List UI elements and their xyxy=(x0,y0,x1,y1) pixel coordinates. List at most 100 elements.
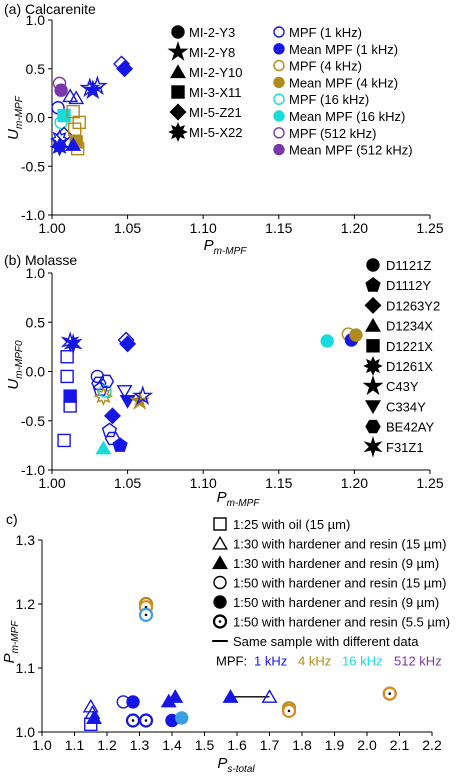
panel-a-ylabel-sub: m-MPF xyxy=(14,95,25,129)
panel-c-legend-label: 1:30 with hardener and resin (15 µm) xyxy=(233,537,446,552)
panel-c-ylabel: Pm-MPF xyxy=(1,620,21,664)
panel-c-legend-label: 1:50 with hardener and resin (5.5 µm) xyxy=(233,615,450,630)
panel-b-point-triangle-down xyxy=(119,394,136,409)
panel-a-legend-color-label: Mean MPF (512 kHz) xyxy=(289,143,413,158)
panel-c-legend-marker-square xyxy=(213,517,227,531)
panel-a-legend-label: MI-2-Y10 xyxy=(189,65,242,80)
panel-c-xlabel-sub: s-total xyxy=(227,764,255,775)
panel-c-point-triangle xyxy=(167,689,184,703)
panel-c-point-circle-dot-dot xyxy=(144,719,148,722)
panel-b-point-pentagon xyxy=(101,422,118,438)
panel-a-ylabel-main: U xyxy=(5,129,22,140)
panel-c-y-tick-label: 1.0 xyxy=(16,724,36,740)
panel-b-ylabel: Um-MPF0 xyxy=(5,340,25,390)
panel-b-ylabel-sub: m-MPF0 xyxy=(14,340,25,379)
panel-c-mpf-freq-4: 512 kHz xyxy=(394,654,442,669)
panel-b-legend-label: D1263Y2 xyxy=(386,298,440,313)
panel-c-point-triangle xyxy=(222,689,239,703)
panel-c-point-triangle xyxy=(86,710,102,725)
panel-c-title: c) xyxy=(6,511,18,527)
panel-c-legend-label: 1:25 with oil (15 µm) xyxy=(233,517,350,532)
panel-b-legend-marker-star6 xyxy=(363,435,383,458)
panel-a-legend-color-label: MPF (4 kHz) xyxy=(289,59,362,74)
panel-b-y-tick-label: 1.0 xyxy=(26,265,46,281)
panel-b-point-pentagon xyxy=(112,437,128,452)
panel-c-mpf-caption: MPF: xyxy=(216,654,247,669)
panel-c-x-tick-label: 1.7 xyxy=(260,737,280,753)
panel-a-xlabel-main: P xyxy=(204,237,214,254)
panel-b-xlabel: Pm-MPF xyxy=(217,489,261,509)
panel-a-legend-color-label: Mean MPF (1 kHz) xyxy=(289,42,398,57)
panel-a-title: (a) Calcarenite xyxy=(4,1,96,17)
panel-c-x-tick-label: 2.1 xyxy=(390,737,410,753)
panel-c-point-circle-dot-dot xyxy=(388,692,392,695)
panel-c-mpf-freq-3: 16 kHz xyxy=(342,654,382,669)
panel-c-point-circle xyxy=(126,695,140,709)
panel-b-point-diamond xyxy=(103,407,121,425)
panel-b-x-tick-label: 1.25 xyxy=(416,475,443,491)
panel-c-legend-label: Same sample with different data xyxy=(233,634,419,649)
panel-a-legend-marker-diamond xyxy=(169,103,187,121)
panel-a-legend-marker-triangle xyxy=(170,64,186,79)
panel-a-x-tick-label: 1.15 xyxy=(265,220,292,236)
panel-c-mpf-freq-1: 1 kHz xyxy=(254,654,287,669)
panel-c-point-circle-dot xyxy=(125,713,141,728)
panel-c-legend-label: 1:50 with hardener and resin (15 µm) xyxy=(233,576,446,591)
panel-b-legend-marker-circle xyxy=(366,258,380,272)
panel-b-point-square xyxy=(57,433,71,448)
panel-a-point-star5 xyxy=(86,75,108,96)
panel-b-point-triangle xyxy=(95,440,112,455)
panel-b-ylabel-main: U xyxy=(5,379,22,390)
panel-a-point-circle xyxy=(54,115,68,130)
panel-a-y-tick-label: -0.5 xyxy=(21,158,45,174)
panel-b-point-circle xyxy=(349,328,363,342)
panel-c-point-circle-dot-dot xyxy=(287,709,291,713)
panel-c-y-tick-label: 1.1 xyxy=(16,660,36,676)
panel-b-legend-marker-square xyxy=(366,339,380,353)
panel-b-legend-label: C43Y xyxy=(386,379,419,394)
panel-c-x-tick-label: 1.0 xyxy=(32,737,52,753)
panel-b-title: (b) Molasse xyxy=(4,252,77,268)
panel-c-point-triangle xyxy=(82,698,99,713)
panel-b-point-circle xyxy=(320,334,334,348)
panel-b-y-tick-label: -1.0 xyxy=(21,462,45,478)
panel-b-x-tick-label: 1.10 xyxy=(190,475,217,491)
panel-b-y-tick-label: -0.5 xyxy=(21,413,45,429)
panel-b-legend-marker-diamond xyxy=(364,296,382,314)
panel-b-legend-marker-pentagon xyxy=(365,277,381,292)
panel-c-x-tick-label: 1.9 xyxy=(325,737,345,753)
panel-b-xlabel-main: P xyxy=(217,489,227,506)
panel-c-legend-marker-circle xyxy=(213,575,227,590)
panel-a-y-tick-label: -1.0 xyxy=(21,207,45,223)
panel-c-x-tick-label: 1.2 xyxy=(97,737,117,753)
panel-a-point-triangle xyxy=(68,90,85,105)
panel-c-y-tick-label: 1.3 xyxy=(16,532,36,548)
panel-a-x-tick-label: 1.05 xyxy=(114,220,141,236)
panel-a-legend-color-label: MPF (512 kHz) xyxy=(289,126,376,141)
panel-c-ylabel-sub: m-MPF xyxy=(10,620,21,654)
panel-b-point-square xyxy=(63,399,77,413)
panel-a-legend-marker-star5 xyxy=(167,41,189,61)
panel-b-points xyxy=(57,327,363,455)
panel-a-legend-color-marker xyxy=(273,110,285,122)
panel-c-point-circle-dot xyxy=(138,713,154,728)
panel-a-legend-color-label: MPF (16 kHz) xyxy=(289,92,369,107)
panel-b-legend-marker-triangle xyxy=(365,317,381,332)
panel-c-legend-marker-triangle xyxy=(212,555,228,570)
panel-c-legend: 1:25 with oil (15 µm) 1:30 with hardener … xyxy=(212,517,450,669)
panel-c-point-triangle xyxy=(261,689,278,703)
panel-a-y-tick-label: 0.5 xyxy=(26,61,46,77)
panel-b-point-diamond xyxy=(119,335,137,353)
panel-c-mpf-freq-2: 4 kHz xyxy=(298,654,331,669)
panel-b-y-tick-label: 0.0 xyxy=(26,364,46,380)
panel-a-ylabel: Um-MPF xyxy=(5,95,25,140)
panel-a-legend-color-marker xyxy=(273,43,285,55)
panel-a-point-square xyxy=(57,108,71,123)
panel-c-axes: 1.0 1.1 1.2 1.3 1.4 1.5 1.6 1.7 1.8 1.9 2.0 2.1 2.2 1… xyxy=(16,532,442,753)
panel-b-legend-marker-star8 xyxy=(363,356,383,376)
panel-b-legend-label: D1261X xyxy=(386,359,433,374)
panel-a-x-tick-label: 1.10 xyxy=(190,220,217,236)
panel-b-x-tick-label: 1.15 xyxy=(265,475,292,491)
panel-a-legend-color-label: Mean MPF (16 kHz) xyxy=(289,109,405,124)
panel-b-point-star5 xyxy=(129,390,151,410)
